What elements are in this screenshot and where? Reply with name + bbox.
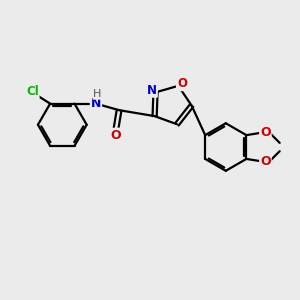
Text: O: O [110,129,121,142]
Text: N: N [147,84,157,97]
Text: O: O [260,126,271,139]
Text: H: H [93,89,102,99]
Text: Cl: Cl [26,85,39,98]
Text: O: O [260,155,271,168]
Text: N: N [91,97,101,110]
Text: O: O [177,77,187,90]
